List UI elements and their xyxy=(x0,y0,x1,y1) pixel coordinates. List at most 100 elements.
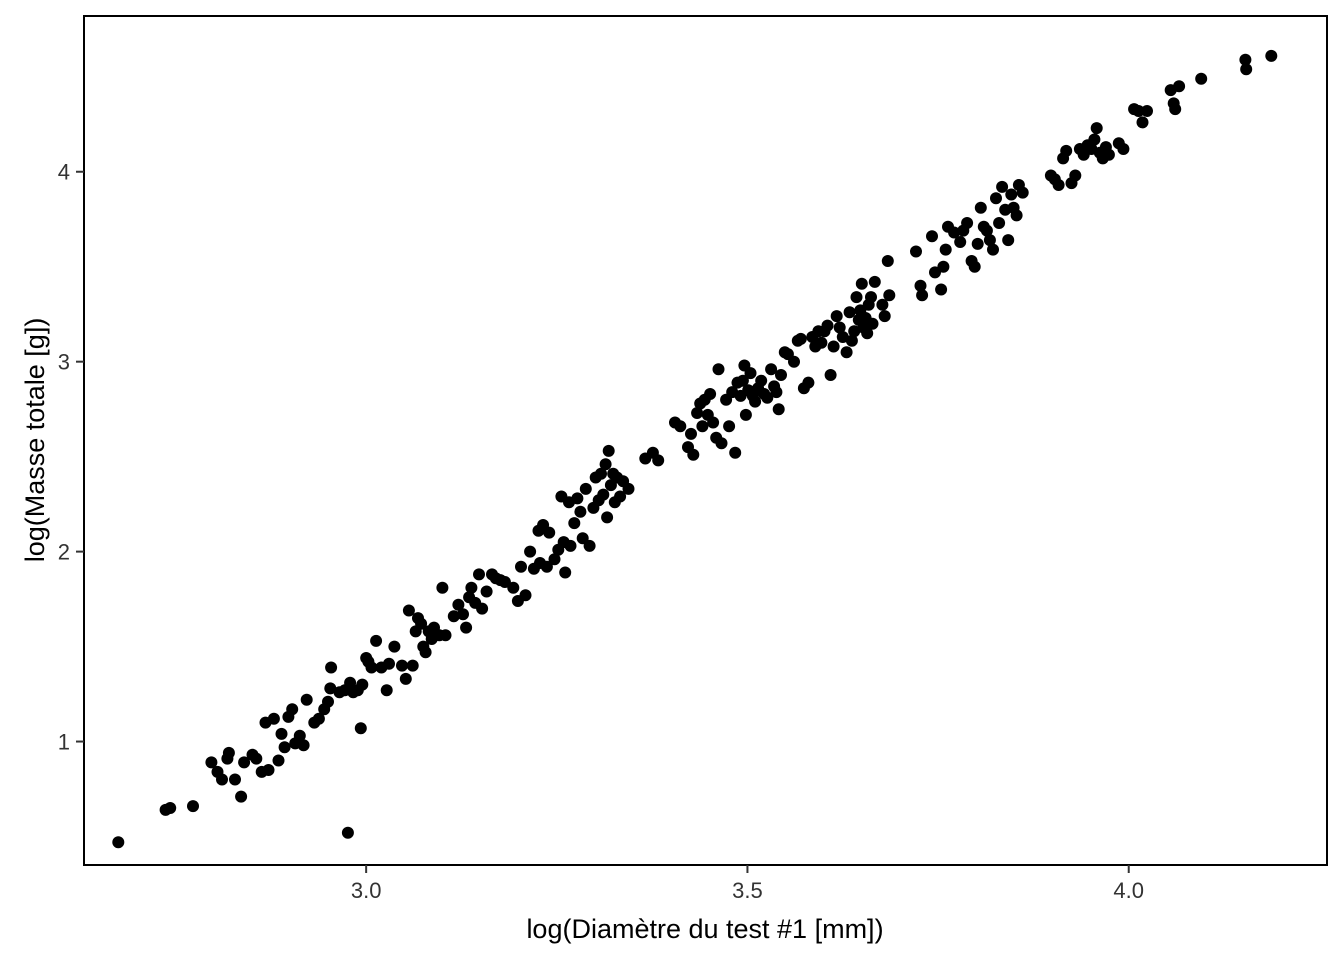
data-point xyxy=(324,682,337,695)
data-point xyxy=(843,306,856,319)
data-point xyxy=(739,408,752,421)
x-axis-ticks: 3.0 3.5 4.0 xyxy=(351,865,1144,903)
data-point xyxy=(765,363,778,376)
data-point xyxy=(850,291,863,304)
data-point xyxy=(436,581,449,594)
data-point xyxy=(370,634,383,647)
data-point xyxy=(980,224,993,237)
data-point xyxy=(883,289,896,302)
data-point xyxy=(597,488,610,501)
data-point xyxy=(824,369,837,381)
data-point xyxy=(878,310,891,323)
data-point xyxy=(164,802,177,814)
data-point xyxy=(723,420,736,433)
data-point xyxy=(601,511,614,524)
data-point xyxy=(1016,186,1029,199)
data-point xyxy=(865,291,877,304)
data-point xyxy=(465,581,478,594)
data-point xyxy=(457,608,469,621)
data-point xyxy=(1239,53,1252,66)
x-tick-label: 3.0 xyxy=(351,878,382,903)
data-point xyxy=(574,505,587,518)
data-point xyxy=(1136,116,1149,129)
data-point xyxy=(802,376,815,389)
data-point xyxy=(447,610,460,623)
data-point xyxy=(968,260,981,273)
data-point xyxy=(524,545,537,558)
data-point xyxy=(935,283,948,296)
data-point xyxy=(595,467,607,480)
data-point xyxy=(1141,105,1153,117)
data-point xyxy=(1090,122,1103,135)
data-point xyxy=(300,693,313,706)
data-point xyxy=(112,836,125,849)
data-point xyxy=(1002,234,1015,247)
data-point xyxy=(929,266,941,279)
data-point xyxy=(439,629,452,642)
data-point xyxy=(761,391,774,404)
data-point xyxy=(971,237,984,250)
data-point xyxy=(507,581,520,594)
data-point xyxy=(614,490,627,503)
data-point xyxy=(205,756,218,769)
data-point xyxy=(250,752,263,765)
data-point xyxy=(576,532,589,545)
data-point xyxy=(715,437,728,450)
data-point xyxy=(755,374,768,387)
y-axis-ticks: 1 2 3 4 xyxy=(58,160,84,755)
data-point xyxy=(1010,209,1023,222)
data-point xyxy=(775,369,787,381)
data-point xyxy=(855,277,868,290)
data-point xyxy=(286,703,299,716)
data-point xyxy=(983,234,996,247)
y-axis-title: log(Masse totale [g]) xyxy=(20,318,50,563)
plot-panel xyxy=(83,15,1328,866)
data-point xyxy=(788,355,800,368)
data-point xyxy=(473,568,485,581)
data-point xyxy=(1132,105,1145,117)
data-point xyxy=(866,317,879,330)
x-tick-label: 3.5 xyxy=(732,878,763,903)
data-point xyxy=(652,454,665,467)
data-point xyxy=(836,331,849,343)
data-point xyxy=(861,327,874,340)
data-point xyxy=(1060,144,1073,157)
y-tick-label: 3 xyxy=(58,350,70,375)
data-point xyxy=(704,388,717,400)
data-points xyxy=(112,49,1278,849)
data-point xyxy=(564,539,577,552)
data-point xyxy=(543,526,556,539)
data-point xyxy=(380,684,393,697)
data-point xyxy=(267,712,280,725)
data-point xyxy=(707,416,720,429)
data-point xyxy=(297,739,310,752)
data-point xyxy=(275,727,288,740)
data-point xyxy=(926,230,938,243)
data-point xyxy=(914,279,927,292)
data-point xyxy=(1005,188,1018,201)
data-point xyxy=(736,374,749,387)
data-point xyxy=(1265,49,1278,62)
data-point xyxy=(744,367,757,380)
data-point xyxy=(794,332,807,345)
y-tick-label: 1 xyxy=(58,730,70,755)
data-point xyxy=(876,298,889,311)
data-point xyxy=(729,446,742,459)
data-point xyxy=(480,585,493,598)
data-point xyxy=(939,243,952,256)
x-axis-title: log(Diamètre du test #1 [mm]) xyxy=(526,914,883,944)
data-point xyxy=(548,553,561,566)
data-point xyxy=(990,192,1002,205)
data-point xyxy=(396,659,408,672)
data-point xyxy=(402,604,415,617)
data-point xyxy=(216,773,228,786)
data-point xyxy=(937,260,950,273)
data-point xyxy=(568,517,581,530)
data-point xyxy=(341,826,354,839)
data-point xyxy=(388,640,401,653)
data-point xyxy=(696,420,709,433)
data-point xyxy=(476,602,489,615)
data-point xyxy=(1240,63,1253,76)
data-point xyxy=(498,576,511,588)
data-point xyxy=(354,722,367,735)
